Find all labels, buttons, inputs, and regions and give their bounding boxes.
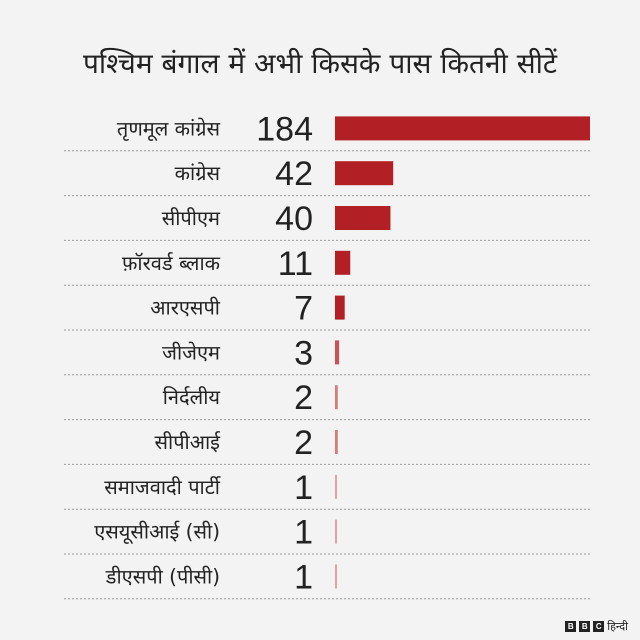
logo-letter-b1: B xyxy=(565,621,577,632)
logo-text: हिन्दी xyxy=(607,620,628,633)
bar xyxy=(335,474,337,499)
category-label: सीपीआई xyxy=(155,430,222,454)
value-label: 40 xyxy=(275,200,313,238)
bar xyxy=(335,206,391,230)
category-label: समाजवादी पार्टी xyxy=(104,475,221,499)
bar xyxy=(335,340,340,365)
category-label: एसयूसीआई (सी) xyxy=(94,520,220,545)
value-label: 42 xyxy=(275,155,313,193)
category-label: सीपीएम xyxy=(162,206,221,230)
value-label: 7 xyxy=(294,290,313,328)
value-label: 184 xyxy=(256,110,313,148)
value-label: 1 xyxy=(294,469,313,507)
value-label: 11 xyxy=(278,245,313,283)
category-label: कांग्रेस xyxy=(175,161,221,185)
category-label: डीएसपी (पीसी) xyxy=(105,564,220,588)
bar xyxy=(335,116,590,141)
bbc-hindi-logo: B B C हिन्दी xyxy=(565,619,628,634)
category-label: आरएसपी xyxy=(150,296,221,320)
value-label: 2 xyxy=(294,424,313,462)
chart-title: पश्चिम बंगाल में अभी किसके पास कितनी सीट… xyxy=(82,47,558,80)
bar xyxy=(335,564,337,589)
bar xyxy=(335,430,338,454)
bar xyxy=(335,250,351,275)
bar xyxy=(335,295,345,320)
value-label: 3 xyxy=(294,334,313,372)
value-label: 1 xyxy=(294,558,313,596)
value-label: 1 xyxy=(294,514,313,552)
bar xyxy=(335,519,337,544)
bar xyxy=(335,161,394,186)
category-label: जीजेएम xyxy=(162,340,221,364)
category-label: फ़ॉरवर्ड ब्लाक xyxy=(122,251,221,275)
logo-letter-c: C xyxy=(593,621,605,632)
category-label: तृणमूल कांग्रेस xyxy=(117,116,221,141)
value-label: 2 xyxy=(294,379,313,417)
category-label: निर्दलीय xyxy=(163,385,221,409)
bar xyxy=(335,385,338,410)
logo-letter-b2: B xyxy=(579,621,591,632)
